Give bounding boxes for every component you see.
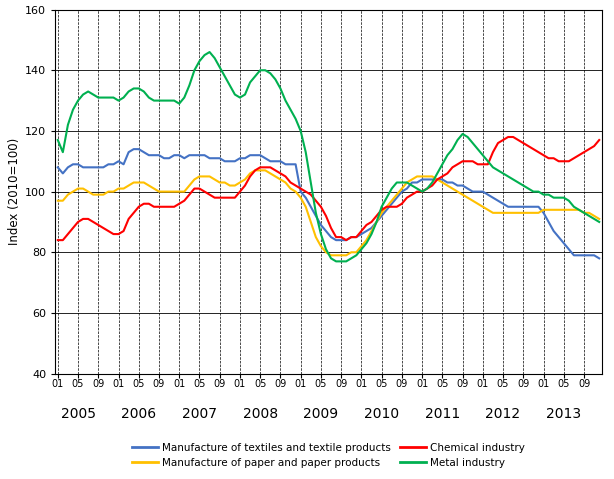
Y-axis label: Index (2010=100): Index (2010=100) [8, 138, 21, 245]
Legend: Manufacture of textiles and textile products, Manufacture of paper and paper pro: Manufacture of textiles and textile prod… [132, 443, 525, 468]
